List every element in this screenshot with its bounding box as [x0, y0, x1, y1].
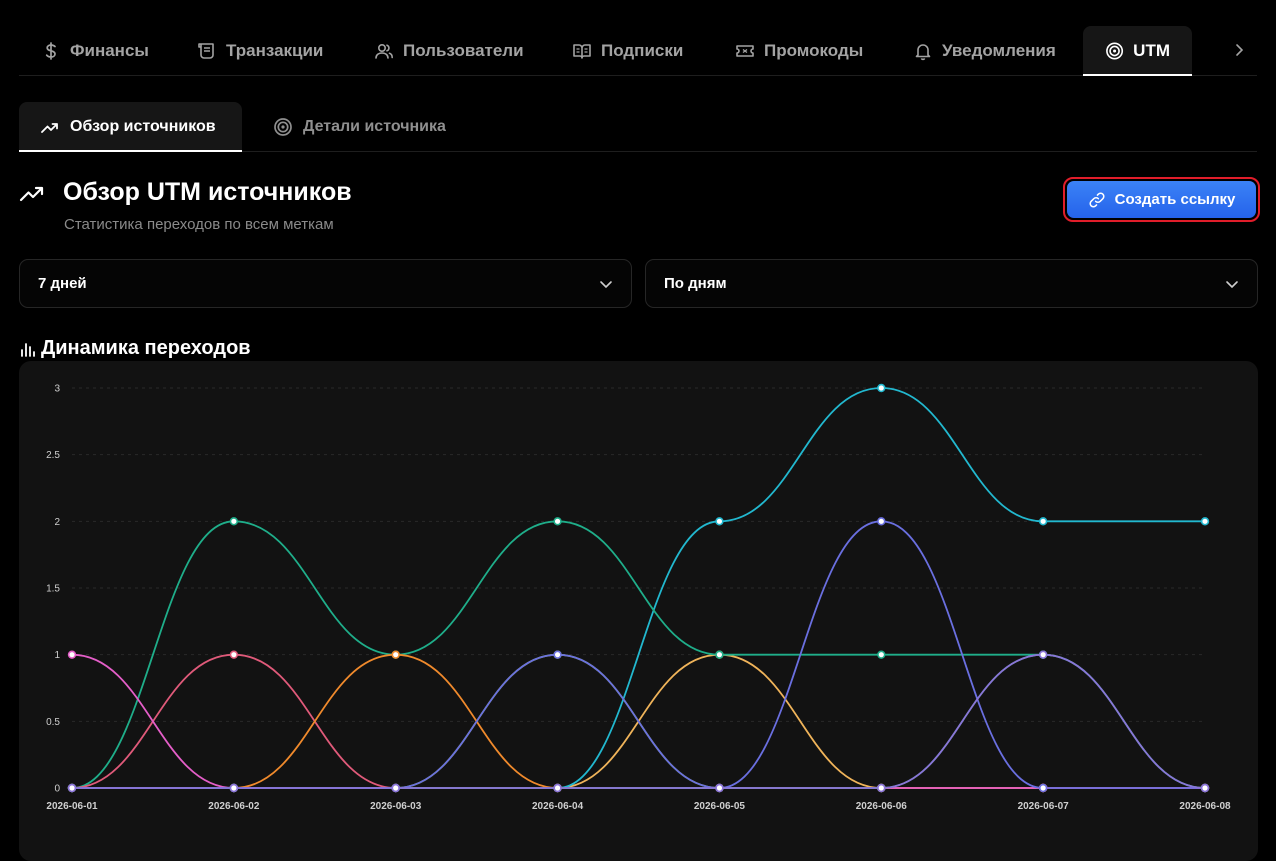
- data-point: [391, 783, 400, 793]
- data-point: [229, 783, 239, 793]
- y-tick-label: 3: [54, 384, 60, 395]
- tab-promocodes[interactable]: Промокоды: [735, 26, 863, 75]
- x-tick-label: 2026-06-01: [46, 801, 98, 812]
- tab-sources-overview-label: Обзор источников: [70, 117, 216, 135]
- chevron-down-icon: [600, 281, 612, 289]
- data-point: [1038, 650, 1048, 659]
- chevron-down-icon: [1226, 281, 1238, 289]
- period-select-value: 7 дней: [38, 275, 87, 292]
- data-point: [1200, 517, 1210, 526]
- data-point: [229, 517, 239, 526]
- data-point: [553, 783, 562, 793]
- data-point: [877, 383, 886, 393]
- tab-finances[interactable]: Финансы: [41, 26, 149, 75]
- x-tick-label: 2026-06-06: [856, 801, 908, 812]
- create-link-button[interactable]: Создать ссылку: [1063, 177, 1260, 222]
- tab-finances-label: Финансы: [70, 40, 149, 60]
- bell-icon: [915, 43, 931, 60]
- series-line: [71, 520, 1206, 789]
- data-point: [877, 517, 886, 526]
- chart-section-title: Динамика переходов: [41, 337, 251, 359]
- y-tick-label: 0: [54, 784, 60, 795]
- book-icon: [573, 43, 591, 59]
- line-chart: 0 0.5 1 1.5 2 2.5 3 2026-06-01 2026-06-02 2026-06…: [46, 383, 1231, 813]
- tab-source-details-label: Детали источника: [303, 117, 446, 135]
- y-tick-label: 2: [54, 517, 60, 528]
- data-point: [877, 650, 886, 659]
- tab-utm-label: UTM: [1133, 40, 1170, 60]
- x-tick-label: 2026-06-04: [532, 801, 584, 812]
- data-point: [877, 783, 886, 793]
- create-link-label: Создать ссылку: [1114, 191, 1236, 208]
- data-point: [1038, 517, 1048, 526]
- data-point: [229, 650, 239, 659]
- y-tick-label: 0.5: [46, 717, 60, 728]
- data-point: [67, 783, 77, 793]
- data-point: [715, 650, 724, 659]
- page-subtitle: Статистика переходов по всем меткам: [64, 216, 334, 233]
- tab-subscriptions-label: Подписки: [601, 40, 684, 60]
- tab-notifications[interactable]: Уведомления: [913, 26, 1056, 75]
- tab-sources-overview[interactable]: Обзор источников: [19, 102, 242, 152]
- data-point: [553, 517, 562, 526]
- users-icon: [375, 43, 393, 59]
- chart-section-header: Динамика переходов: [19, 337, 251, 360]
- x-tick-label: 2026-06-03: [370, 801, 422, 812]
- data-point: [67, 650, 77, 659]
- trending-up-icon: [41, 122, 58, 133]
- tab-subscriptions[interactable]: Подписки: [572, 26, 683, 75]
- x-tick-label: 2026-06-08: [1179, 801, 1231, 812]
- tab-notifications-label: Уведомления: [942, 40, 1056, 60]
- data-point: [1038, 783, 1048, 793]
- link-icon: [1089, 191, 1105, 208]
- bar-chart-icon: [21, 342, 35, 357]
- y-tick-label: 1: [54, 650, 60, 661]
- x-tick-label: 2026-06-05: [694, 801, 746, 812]
- x-tick-label: 2026-06-07: [1018, 801, 1070, 812]
- tab-transactions-label: Транзакции: [226, 40, 324, 60]
- top-nav: Финансы Транзакции Пользователи Подписки…: [19, 26, 1257, 76]
- tab-utm[interactable]: UTM: [1083, 26, 1192, 76]
- data-point: [715, 517, 724, 526]
- tab-users[interactable]: Пользователи: [374, 26, 524, 75]
- tab-transactions[interactable]: Транзакции: [197, 26, 323, 75]
- tab-source-details[interactable]: Детали источника: [273, 102, 446, 151]
- data-point: [715, 783, 724, 793]
- chart-card: 0 0.5 1 1.5 2 2.5 3 2026-06-01 2026-06-02 2026-06…: [19, 361, 1258, 861]
- ticket-icon: [736, 44, 754, 57]
- tab-users-label: Пользователи: [403, 40, 524, 60]
- chevron-right-icon[interactable]: [1229, 40, 1249, 60]
- dollar-icon: [45, 41, 56, 60]
- receipt-icon: [198, 42, 214, 59]
- data-point: [391, 650, 400, 659]
- grouping-select[interactable]: По дням: [645, 259, 1258, 308]
- period-select[interactable]: 7 дней: [19, 259, 632, 308]
- target-icon: [274, 117, 292, 136]
- data-point: [1200, 783, 1210, 793]
- tab-promocodes-label: Промокоды: [764, 40, 864, 60]
- sub-tabs: Обзор источников Детали источника: [19, 102, 1257, 152]
- trending-up-icon: [19, 186, 44, 202]
- data-point: [553, 650, 562, 659]
- x-tick-label: 2026-06-02: [208, 801, 260, 812]
- target-icon: [1106, 42, 1124, 59]
- y-tick-label: 1.5: [46, 584, 60, 595]
- y-tick-label: 2.5: [46, 450, 60, 461]
- page-title: Обзор UTM источников: [63, 178, 352, 206]
- grouping-select-value: По дням: [664, 275, 727, 292]
